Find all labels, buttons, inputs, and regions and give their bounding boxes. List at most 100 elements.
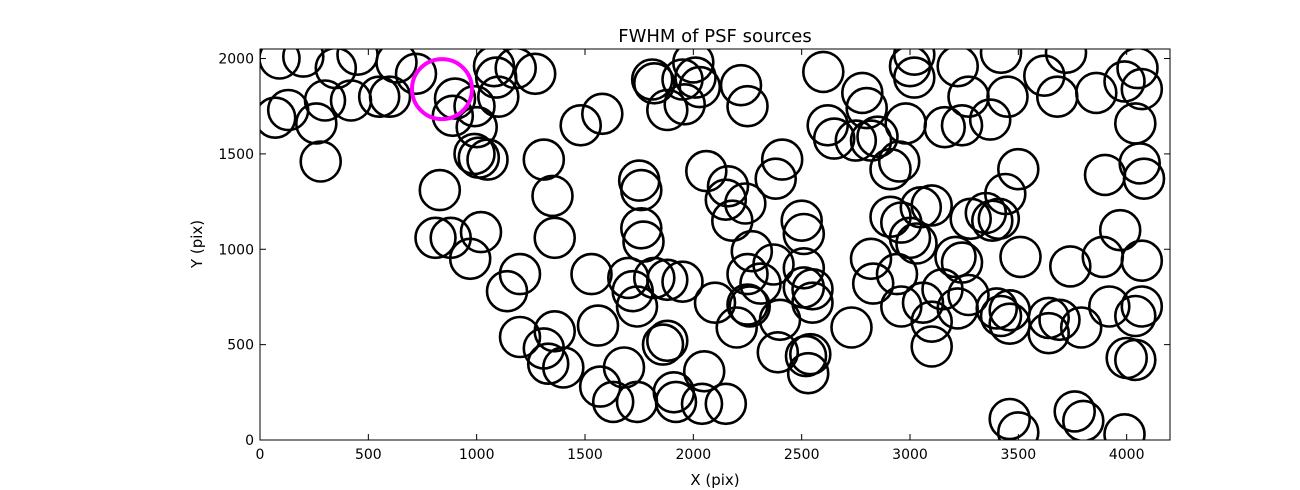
psf-source-point — [840, 71, 884, 115]
psf-source-point — [849, 237, 893, 281]
psf-source-point — [1118, 142, 1161, 185]
psf-source-point — [782, 246, 826, 290]
psf-source-point — [645, 88, 689, 132]
psf-source-point — [513, 52, 557, 96]
psf-source-point — [453, 84, 496, 128]
psf-source-point — [375, 49, 418, 84]
psf-source-point — [541, 346, 585, 389]
psf-source-point — [940, 241, 984, 284]
psf-source-point — [498, 315, 542, 359]
psf-source-point — [851, 262, 895, 305]
psf-source-point — [1088, 285, 1131, 328]
psf-source-point — [414, 216, 457, 260]
psf-source-point — [260, 49, 301, 80]
psf-source-point — [730, 229, 774, 273]
psf-source-point — [680, 382, 724, 426]
psf-source-point — [710, 199, 754, 242]
psf-source-point — [1049, 245, 1092, 288]
y-axis-title: Y (pix) — [188, 220, 206, 269]
psf-source-point — [433, 77, 477, 120]
psf-source-point — [988, 397, 1031, 440]
psf-source-point — [645, 319, 689, 363]
y-tick-label: 1500 — [218, 147, 254, 163]
psf-source-point — [641, 323, 685, 366]
psf-source-point — [1120, 239, 1164, 283]
psf-source-point — [1053, 390, 1096, 433]
psf-source-point — [723, 182, 767, 225]
psf-source-point — [619, 168, 663, 212]
psf-source-point — [570, 252, 613, 296]
x-tick-label: 4000 — [1109, 447, 1145, 463]
psf-source-point — [791, 267, 834, 311]
psf-source-point — [282, 49, 325, 78]
psf-source-point — [1116, 49, 1159, 90]
psf-source-point — [726, 84, 769, 128]
psf-source-point — [576, 304, 620, 347]
psf-source-point — [892, 56, 936, 99]
psf-source-point — [1062, 399, 1105, 440]
psf-source-point — [754, 157, 798, 200]
psf-source-point — [997, 411, 1040, 440]
psf-source-point — [1120, 67, 1164, 111]
psf-source-point — [895, 222, 938, 265]
psf-source-point — [632, 256, 676, 300]
psf-source-point — [940, 104, 984, 147]
psf-source-point — [910, 300, 954, 344]
psf-source-point — [715, 306, 759, 349]
psf-source-point — [466, 138, 509, 181]
psf-source-point — [756, 330, 800, 374]
psf-source-point — [934, 235, 977, 279]
x-axis-title: X (pix) — [690, 471, 739, 489]
psf-source-point — [879, 285, 923, 328]
psf-source-point — [459, 210, 503, 254]
psf-source-point — [591, 380, 635, 424]
psf-source-point — [1103, 413, 1146, 440]
psf-source-point — [294, 102, 338, 145]
psf-source-point — [910, 184, 954, 227]
psf-source-point — [494, 49, 537, 90]
plot-frame — [259, 48, 1171, 441]
psf-source-point — [983, 172, 1027, 216]
x-tick-label: 3000 — [892, 447, 928, 463]
psf-source-point — [559, 104, 603, 147]
psf-source-point — [533, 216, 577, 260]
psf-source-point — [923, 105, 967, 149]
y-tick-label: 2000 — [218, 52, 254, 68]
psf-source-point — [786, 351, 830, 395]
psf-source-point — [999, 235, 1042, 279]
psf-source-point — [996, 147, 1040, 191]
psf-source-point — [357, 75, 401, 118]
x-tick-label: 2500 — [784, 447, 820, 463]
psf-source-point — [418, 168, 462, 212]
psf-source-point — [498, 252, 542, 296]
y-tick-label: 0 — [245, 433, 254, 449]
psf-source-point — [869, 147, 912, 191]
psf-source-point — [979, 294, 1023, 338]
x-tick-label: 1000 — [459, 447, 495, 463]
psf-source-point — [1027, 311, 1070, 355]
psf-source-point — [760, 138, 804, 181]
psf-source-point — [654, 380, 698, 424]
psf-source-point — [531, 174, 574, 218]
psf-source-point — [704, 178, 748, 221]
psf-source-point — [979, 49, 1023, 75]
psf-source-point — [1114, 294, 1157, 338]
psf-source-point — [752, 243, 795, 286]
psf-source-point — [1120, 285, 1164, 328]
points-layer — [260, 49, 1166, 440]
psf-source-point — [1098, 208, 1142, 252]
psf-source-point — [645, 258, 689, 302]
psf-source-point — [368, 75, 412, 118]
x-tick-label: 2000 — [676, 447, 712, 463]
psf-source-point — [684, 149, 728, 193]
psf-source-point — [975, 287, 1019, 330]
y-tick-label: 500 — [227, 338, 254, 354]
psf-source-point — [1075, 71, 1118, 115]
psf-source-point — [448, 237, 492, 281]
psf-source-point — [986, 75, 1029, 118]
psf-source-point — [632, 62, 676, 105]
psf-source-point — [455, 105, 499, 149]
psf-source-point — [726, 252, 769, 296]
psf-source-point — [299, 140, 343, 183]
